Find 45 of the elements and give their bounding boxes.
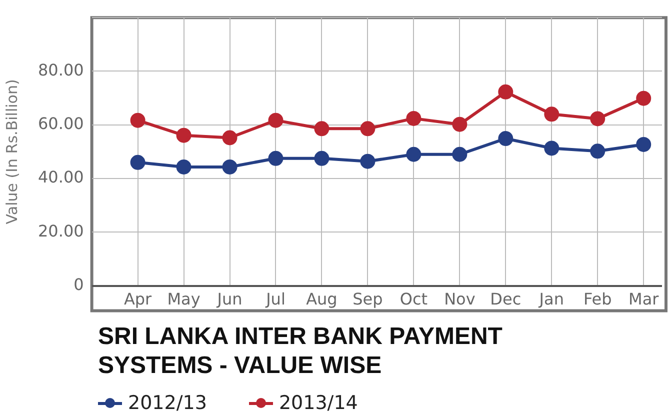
x-tick-label: Feb: [583, 290, 612, 309]
legend-label: 2012/13: [128, 392, 207, 413]
point: [636, 136, 652, 152]
x-tick-label: May: [167, 290, 200, 309]
y-tick-label: 60.00: [38, 114, 84, 134]
text: SRI LANKA INTER BANK PAYMENT SYSTEMS - VALUE WISE: [98, 322, 504, 380]
point: [222, 130, 238, 146]
y-tick-label: 40.00: [38, 168, 84, 187]
point: [360, 154, 376, 169]
point: [544, 140, 560, 156]
x-tick-label: Dec: [490, 290, 522, 309]
point: [406, 110, 422, 126]
point: [544, 106, 560, 122]
point: [498, 84, 514, 100]
point: [130, 112, 146, 128]
legend-label: 2013/14: [278, 392, 358, 413]
point: [176, 159, 192, 174]
point: [498, 131, 514, 146]
point: [636, 90, 652, 106]
point: [130, 154, 146, 170]
x-tick-label: Apr: [124, 290, 152, 309]
point: [314, 121, 330, 136]
point: [176, 128, 192, 143]
point: [222, 159, 238, 174]
point: [268, 150, 284, 166]
point: [452, 116, 468, 132]
point: [268, 112, 284, 128]
y-tick-label: 20.00: [38, 221, 84, 240]
point: [406, 146, 422, 162]
point: [590, 111, 606, 126]
point: [360, 121, 376, 136]
x-tick-label: Jun: [216, 290, 242, 309]
x-tick-label: Aug: [306, 290, 338, 309]
y-tick-label: 80.00: [38, 60, 84, 80]
x-tick-label: Jul: [265, 290, 286, 309]
x-tick-label: Oct: [400, 290, 428, 309]
x-tick-label: Sep: [352, 290, 383, 309]
point: [314, 150, 330, 166]
point: [590, 144, 606, 159]
x-tick-label: Nov: [444, 290, 476, 309]
x-tick-label: Mar: [628, 290, 660, 309]
x-tick-label: Jan: [538, 290, 564, 309]
point: [452, 146, 468, 162]
y-axis-title: Value (In Rs.Billion): [2, 79, 21, 224]
y-tick-label: 0: [74, 274, 84, 294]
